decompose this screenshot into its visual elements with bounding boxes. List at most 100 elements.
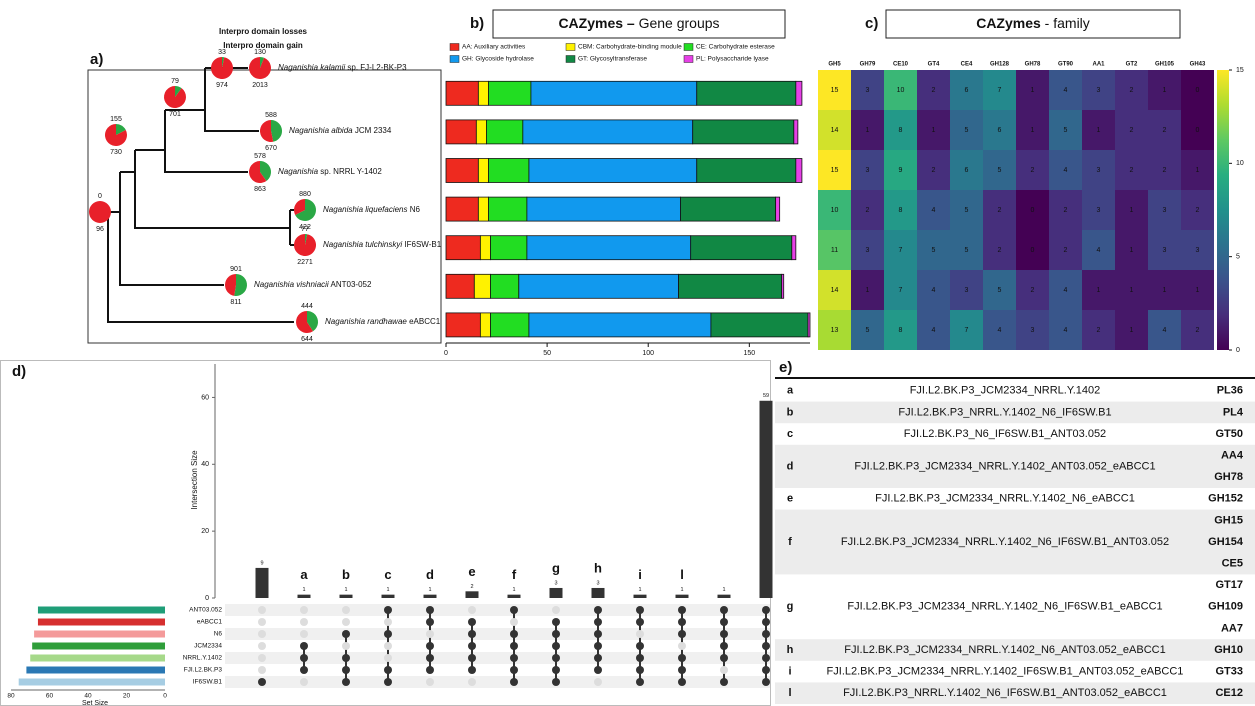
heat-cell xyxy=(1115,110,1148,150)
value-label: 59 xyxy=(763,393,769,399)
set-label: eABCC1 xyxy=(197,619,223,626)
colorbar-label: 0 xyxy=(1236,347,1240,354)
pie-gain xyxy=(234,274,248,297)
value-label: 1 xyxy=(428,587,431,593)
set-bar xyxy=(37,606,166,614)
cell-label: 4 xyxy=(1064,87,1068,94)
cell-label: 3 xyxy=(866,167,870,174)
row-family: GH10 xyxy=(1214,644,1243,656)
set-tick-label: 0 xyxy=(163,693,167,700)
cell-label: 2 xyxy=(1130,87,1134,94)
y-tick-label: 0 xyxy=(205,595,209,602)
cell-label: 2 xyxy=(1097,327,1101,334)
leaf-genus: Naganishia albida xyxy=(289,126,353,135)
row-key: b xyxy=(787,406,794,418)
bar-segment xyxy=(445,196,479,222)
row-family: AA7 xyxy=(1221,622,1243,634)
cell-label: 4 xyxy=(1064,287,1068,294)
heat-cell xyxy=(983,190,1016,230)
heat-cell xyxy=(983,110,1016,150)
matrix-dot xyxy=(678,606,686,614)
heat-cell xyxy=(884,310,917,350)
row-family: GH152 xyxy=(1208,493,1243,505)
chart-title: CAZymes - family xyxy=(976,15,1090,31)
matrix-dot xyxy=(384,678,392,686)
matrix-dot xyxy=(510,666,518,674)
cell-label: 1 xyxy=(1130,327,1134,334)
legend-swatch xyxy=(683,43,694,51)
pie-gain xyxy=(260,57,265,68)
pie-loss xyxy=(164,86,187,108)
legend-gain: Interpro domain gain xyxy=(223,41,303,50)
x-tick-label: 150 xyxy=(743,350,755,357)
row-shade xyxy=(775,401,1255,424)
leaf-genus: Naganishia vishniacii xyxy=(254,280,329,289)
heat-cell xyxy=(1082,310,1115,350)
bar xyxy=(381,594,395,598)
matrix-dot xyxy=(636,606,644,614)
bar-segment xyxy=(445,235,481,261)
bar-segment xyxy=(678,273,783,299)
value-label: 1 xyxy=(344,587,347,593)
gain-label: 77 xyxy=(301,226,309,233)
heat-cell xyxy=(818,270,851,310)
heat-cell xyxy=(1082,230,1115,270)
heat-cell xyxy=(917,230,950,270)
row-shade xyxy=(775,639,1255,661)
matrix-dot xyxy=(720,606,728,614)
heat-cell xyxy=(1016,110,1049,150)
row-family: GT50 xyxy=(1215,428,1243,440)
cell-label: 1 xyxy=(932,127,936,134)
x-tick-label: 100 xyxy=(642,350,654,357)
set-tick-label: 80 xyxy=(7,693,15,700)
leaf-genus: Naganishia kalamii xyxy=(278,63,345,72)
pie-loss xyxy=(260,120,274,142)
matrix-dot xyxy=(426,666,434,674)
cell-label: 4 xyxy=(1064,327,1068,334)
heat-cell xyxy=(1148,310,1181,350)
gain-label: 130 xyxy=(254,49,266,56)
heat-cell xyxy=(983,230,1016,270)
cell-label: 2 xyxy=(1031,287,1035,294)
cell-label: 1 xyxy=(1163,87,1167,94)
column-label: GH128 xyxy=(990,62,1010,68)
leaf-strain: sp. FJ-L2-BK-P3 xyxy=(347,63,407,72)
cell-label: 7 xyxy=(998,87,1002,94)
legend-swatch xyxy=(565,55,576,63)
value-label: 2 xyxy=(470,584,473,590)
heat-cell xyxy=(1148,270,1181,310)
matrix-dot xyxy=(762,666,770,674)
bar-segment xyxy=(518,273,679,299)
cell-label: 0 xyxy=(1031,247,1035,254)
heat-cell xyxy=(1049,190,1082,230)
cell-label: 5 xyxy=(965,247,969,254)
cell-label: 0 xyxy=(1196,127,1200,134)
y-tick-label: 40 xyxy=(201,461,209,468)
bar-segment xyxy=(479,312,491,338)
matrix-dot xyxy=(720,654,728,662)
heat-cell xyxy=(818,310,851,350)
pie-loss xyxy=(225,274,236,296)
cell-label: 5 xyxy=(866,327,870,334)
row-family: CE5 xyxy=(1222,558,1243,570)
value-label: 1 xyxy=(722,587,725,593)
loss-label: 730 xyxy=(110,149,122,156)
cell-label: 4 xyxy=(932,207,936,214)
gain-label: 155 xyxy=(110,116,122,123)
cell-label: 5 xyxy=(932,247,936,254)
cell-label: 1 xyxy=(866,127,870,134)
leaf-name: Naganishia albida JCM 2334 xyxy=(289,126,392,135)
heat-cell xyxy=(1016,150,1049,190)
leaf-genus: Naganishia liquefaciens xyxy=(323,205,408,214)
bar-segment xyxy=(490,273,520,299)
row-key: d xyxy=(787,460,794,472)
set-label: NRRL.Y.1402 xyxy=(183,655,223,662)
bar xyxy=(717,594,731,598)
heat-cell xyxy=(851,270,884,310)
gain-label: 33 xyxy=(218,49,226,56)
matrix-dot xyxy=(720,678,728,686)
matrix-dot xyxy=(342,642,350,650)
panel-label: b) xyxy=(470,15,484,32)
matrix-dot xyxy=(510,606,518,614)
row-key: l xyxy=(788,687,791,699)
